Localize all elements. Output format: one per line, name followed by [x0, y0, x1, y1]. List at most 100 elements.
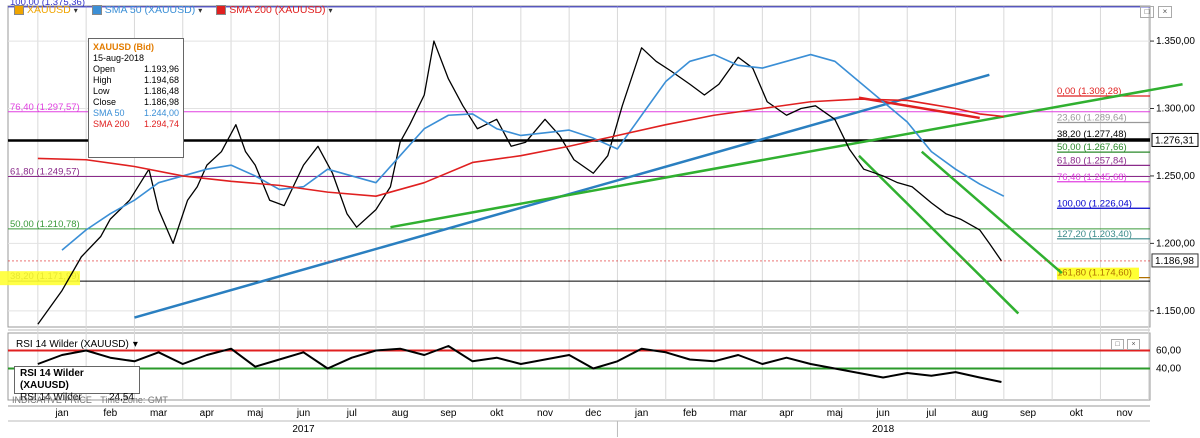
month-tick-label: maj [827, 408, 843, 419]
price-tick-label: 1.250,00 [1156, 171, 1195, 182]
close-icon[interactable]: × [1158, 6, 1172, 18]
reference-line-label: 61,80 (1.249,57) [10, 167, 80, 178]
month-tick-label: nov [537, 408, 553, 419]
fib-level-label: 38,20 (1.277,48) [1057, 129, 1127, 140]
infobox-label: Open [93, 64, 116, 74]
reference-line-label: 100,00 (1.375,36) [10, 0, 85, 8]
fib-level-label: 61,80 (1.257,84) [1057, 155, 1127, 166]
rsi-infobox: RSI 14 Wilder (XAUUSD) RSI 14 Wilder 24,… [14, 366, 140, 403]
rsi-panel [7, 332, 1151, 401]
infobox-row: SMA 200 1.294,74 [93, 119, 179, 130]
month-tick-label: okt [1070, 408, 1084, 419]
infobox-row: Open 1.193,96 [93, 64, 179, 75]
sma-200-series [37, 98, 1004, 197]
rsi-box-title: RSI 14 Wilder (XAUUSD) [20, 368, 84, 391]
fib-level-label: 161,80 (1.174,60) [1057, 268, 1132, 279]
legend-label-sma50: SMA 50 (XAUUSD) [104, 4, 196, 16]
month-tick-label: sep [440, 408, 457, 419]
month-tick-label: aug [392, 408, 409, 419]
rsi-series [37, 345, 1002, 383]
fib-level-label: 50,00 (1.267,66) [1057, 142, 1127, 153]
infobox-label: SMA 200 [93, 119, 130, 129]
fib-level-label: 100,00 (1.226,04) [1057, 198, 1132, 209]
month-tick-label: aug [971, 408, 988, 419]
price-tick-label: 1.150,00 [1156, 306, 1195, 317]
rsi-box-row: RSI 14 Wilder 24,54 [20, 392, 134, 404]
chevron-down-icon[interactable]: ▾ [132, 339, 138, 350]
trendline [858, 154, 1020, 315]
rsi-upper-label: 60,00 [1156, 346, 1181, 357]
legend-item-sma50[interactable]: SMA 50 (XAUUSD) ▾ [91, 4, 203, 16]
infobox-title: XAUUSD (Bid) [93, 42, 154, 52]
price-tick-label: 1.300,00 [1156, 104, 1195, 115]
maximize-icon[interactable]: □ [1111, 339, 1124, 350]
legend-label-sma200: SMA 200 (XAUUSD) [229, 4, 326, 16]
year-tick-label: 2018 [872, 424, 895, 435]
price-tick-label: 1.350,00 [1156, 36, 1195, 47]
chart-legend: XAUUSD ▾ SMA 50 (XAUUSD) ▾ SMA 200 (XAUU… [14, 4, 333, 16]
month-tick-label: jul [925, 408, 936, 419]
infobox-row: Low 1.186,48 [93, 86, 179, 97]
infobox-label: Close [93, 97, 117, 107]
month-tick-label: mar [150, 408, 168, 419]
close-icon[interactable]: × [1127, 339, 1140, 350]
price-panel [7, 5, 1151, 328]
month-tick-label: jun [875, 408, 889, 419]
current-price-label: 1.186,98 [1155, 256, 1194, 267]
legend-item-sma200[interactable]: SMA 200 (XAUUSD) ▾ [216, 4, 333, 16]
infobox-row: Close 1.186,98 [93, 97, 179, 108]
maximize-icon[interactable]: □ [1140, 6, 1154, 18]
chevron-down-icon[interactable]: ▾ [73, 5, 78, 15]
month-tick-label: sep [1020, 408, 1037, 419]
timezone-label: Time Zone: GMT [100, 395, 168, 405]
month-tick-label: feb [103, 408, 117, 419]
trendline [858, 96, 980, 120]
price-infobox: XAUUSD (Bid) 15-aug-2018 Open 1.193,96 Hi… [88, 38, 184, 158]
fib-level-label: 76,40 (1.245,68) [1057, 172, 1127, 183]
reference-line-label: 76,40 (1.297,57) [10, 102, 80, 113]
legend-swatch-xauusd [14, 5, 24, 15]
infobox-value: 1.244,00 [143, 108, 179, 118]
level-price-tag [1151, 132, 1199, 147]
fib-level-label: 0,00 (1.309,28) [1057, 86, 1121, 97]
rsi-window-controls: □ × [1111, 339, 1140, 350]
infobox-value: 1.193,96 [143, 64, 179, 74]
level-price-label: 1.276,31 [1155, 135, 1194, 146]
month-tick-label: nov [1117, 408, 1133, 419]
legend-item-xauusd[interactable]: XAUUSD ▾ [14, 4, 78, 16]
infobox-label: High [93, 75, 112, 85]
legend-swatch-sma50 [91, 5, 102, 15]
indicative-price-label: INDICATIVE PRICE [12, 395, 92, 405]
chart-window-controls: □ × [1140, 6, 1172, 18]
price-series [37, 40, 1002, 325]
month-tick-label: maj [247, 408, 263, 419]
month-tick-label: okt [490, 408, 504, 419]
infobox-value: 1.294,74 [143, 119, 179, 129]
infobox-value: 1.194,68 [143, 75, 179, 85]
month-tick-label: feb [683, 408, 697, 419]
price-tick-label: 1.200,00 [1156, 238, 1195, 249]
month-tick-label: jul [346, 408, 357, 419]
rsi-legend[interactable]: RSI 14 Wilder (XAUUSD) ▾ [16, 339, 138, 350]
legend-label-xauusd: XAUUSD [27, 4, 71, 16]
highlight-marker [1056, 267, 1139, 280]
month-tick-label: apr [200, 408, 215, 419]
infobox-date: 15-aug-2018 [93, 53, 145, 63]
month-tick-label: jun [296, 408, 310, 419]
rsi-box-label: RSI 14 Wilder [20, 392, 82, 403]
month-tick-label: jan [54, 408, 68, 419]
current-price-tag [1151, 253, 1199, 268]
infobox-value: 1.186,98 [143, 97, 179, 107]
rsi-lower-label: 40,00 [1156, 364, 1181, 375]
infobox-row: High 1.194,68 [93, 75, 179, 86]
month-tick-label: apr [779, 408, 794, 419]
infobox-row: SMA 50 1.244,00 [93, 108, 179, 119]
chevron-down-icon[interactable]: ▾ [328, 5, 333, 15]
fib-level-label: 127,20 (1.203,40) [1057, 229, 1132, 240]
infobox-label: SMA 50 [93, 108, 125, 118]
month-tick-label: jan [634, 408, 648, 419]
chevron-down-icon[interactable]: ▾ [198, 5, 203, 15]
month-tick-label: dec [585, 408, 601, 419]
legend-swatch-sma200 [216, 5, 227, 15]
